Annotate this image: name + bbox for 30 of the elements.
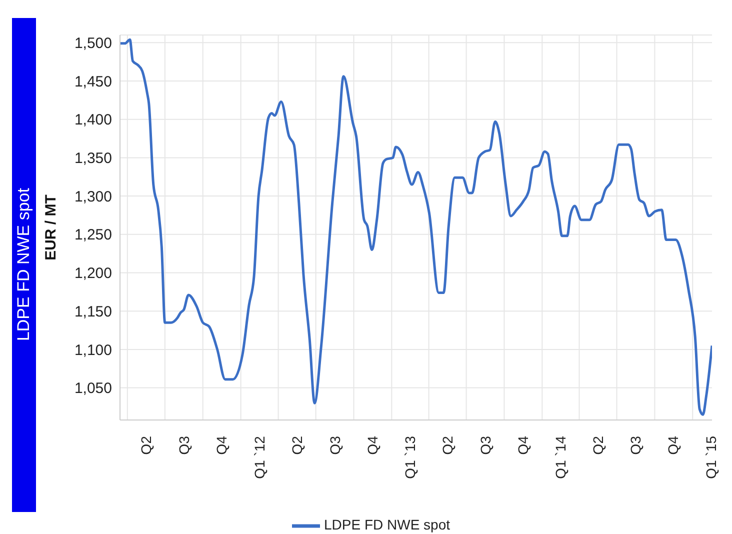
y-tick-label: 1,400 bbox=[74, 112, 112, 129]
x-tick-label: Q4 bbox=[514, 436, 531, 455]
y-tick-label: 1,150 bbox=[74, 303, 112, 320]
x-tick-label: Q2 bbox=[590, 436, 606, 455]
legend-label: LDPE FD NWE spot bbox=[324, 516, 450, 533]
y-tick-label: 1,250 bbox=[74, 226, 112, 244]
y-tick-label: 1,100 bbox=[74, 342, 112, 359]
x-tick-label: Q3 bbox=[477, 436, 494, 455]
y-tick-label: 1,450 bbox=[74, 73, 112, 90]
x-tick-label: Q2 bbox=[288, 436, 305, 455]
x-tick-label: Q3 bbox=[176, 436, 192, 455]
x-tick-label: Q3 bbox=[326, 436, 343, 455]
x-tick-label: Q1 `12 bbox=[251, 436, 268, 479]
x-tick-label: Q3 bbox=[628, 436, 644, 455]
y-tick-label: 1,300 bbox=[74, 188, 112, 206]
y-axis-title: EUR / MT bbox=[42, 194, 60, 260]
x-tick-label: Q4 bbox=[665, 436, 682, 455]
y-tick-label: 1,050 bbox=[74, 380, 112, 398]
x-tick-label: Q2 bbox=[439, 436, 456, 455]
x-tick-label: Q4 bbox=[364, 436, 380, 455]
x-tick-label: Q1 `13 bbox=[402, 436, 418, 479]
x-tick-label: Q2 bbox=[138, 436, 154, 455]
y-tick-label: 1,200 bbox=[74, 265, 112, 282]
y-tick-label: 1,500 bbox=[74, 34, 112, 52]
line-series bbox=[120, 38, 712, 416]
x-tick-label: Q4 bbox=[213, 436, 230, 455]
x-tick-label: Q1 `15 bbox=[702, 436, 719, 479]
text: LDPE FD NWE spot bbox=[14, 188, 34, 342]
x-tick-label: Q1 `14 bbox=[552, 436, 568, 479]
y-tick-label: 1,350 bbox=[74, 150, 112, 168]
